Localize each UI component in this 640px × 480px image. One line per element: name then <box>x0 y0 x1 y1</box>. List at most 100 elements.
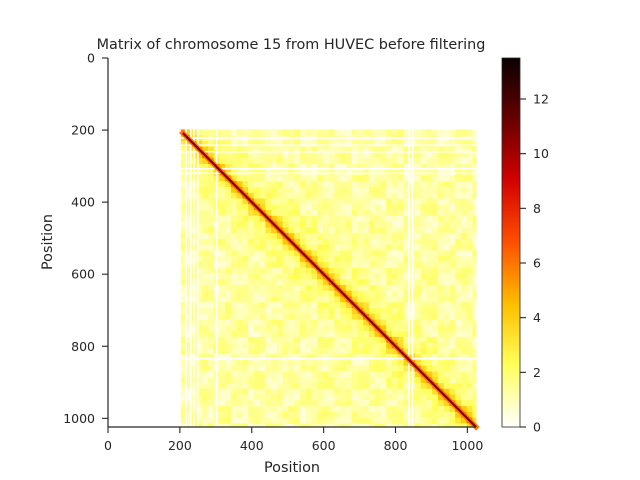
heatmap-cell <box>322 187 330 194</box>
heatmap-cell <box>455 140 462 148</box>
heatmap-cell <box>432 140 439 148</box>
heatmap-cell <box>363 152 370 159</box>
heatmap-cell <box>391 204 399 211</box>
heatmap-cell <box>322 204 330 211</box>
heatmap-cell <box>363 279 370 286</box>
heatmap-cell <box>259 394 266 401</box>
heatmap-cell <box>311 296 318 303</box>
heatmap-cell <box>328 400 335 407</box>
heatmap-cell <box>472 210 477 217</box>
heatmap-cell <box>242 411 249 419</box>
heatmap-cell <box>443 308 450 315</box>
heatmap-cell <box>265 325 272 332</box>
heatmap-cell <box>432 290 439 297</box>
heatmap-cell <box>351 365 358 372</box>
heatmap-cell <box>225 354 232 361</box>
heatmap-cell <box>357 411 364 419</box>
heatmap-cell <box>437 290 445 297</box>
heatmap-cell <box>391 377 399 384</box>
heatmap-cell <box>472 325 477 332</box>
heatmap-cell <box>299 158 307 165</box>
heatmap-cell <box>334 417 341 424</box>
heatmap-cell <box>466 296 473 303</box>
heatmap-cell <box>253 388 261 395</box>
heatmap-cell <box>253 175 261 182</box>
heatmap-cell <box>248 129 255 136</box>
heatmap-cell <box>259 302 266 309</box>
heatmap-cell <box>253 417 261 424</box>
heatmap-cell <box>259 359 266 367</box>
heatmap-cell <box>345 331 353 338</box>
heatmap-cell <box>248 359 255 367</box>
heatmap-cell <box>202 423 209 428</box>
heatmap-cell <box>432 273 439 280</box>
heatmap-cell <box>374 152 381 159</box>
heatmap-cell <box>380 210 387 217</box>
heatmap-cell <box>271 227 278 234</box>
heatmap-cell <box>414 221 422 228</box>
heatmap-cell <box>420 359 427 367</box>
heatmap-cell <box>230 423 238 428</box>
heatmap-cell <box>202 302 209 309</box>
heatmap-cell <box>340 394 347 401</box>
heatmap-cell <box>202 417 209 424</box>
heatmap-cell <box>196 210 203 217</box>
heatmap-cell <box>219 348 226 355</box>
heatmap-cell <box>455 336 462 344</box>
heatmap-cell <box>340 325 347 332</box>
heatmap-cell <box>460 233 468 240</box>
heatmap-cell <box>403 227 410 234</box>
heatmap-cell <box>328 256 335 263</box>
heatmap-cell <box>386 273 393 280</box>
heatmap-cell <box>328 342 335 349</box>
heatmap-cell <box>236 215 243 222</box>
heatmap-cell <box>271 187 278 194</box>
heatmap-cell <box>391 129 399 136</box>
heatmap-cell <box>340 331 347 338</box>
heatmap-cell <box>184 267 192 274</box>
heatmap-cell <box>305 400 312 407</box>
heatmap-cell <box>259 250 266 257</box>
heatmap-cell <box>345 129 353 136</box>
heatmap-cell <box>420 400 427 407</box>
heatmap-cell <box>426 192 433 199</box>
heatmap-cell <box>230 394 238 401</box>
heatmap-cell <box>345 187 353 194</box>
heatmap-cell <box>380 204 387 211</box>
heatmap-cell <box>374 279 381 286</box>
heatmap-cell <box>207 383 215 390</box>
heatmap-cell <box>305 233 312 240</box>
heatmap-cell <box>294 221 301 228</box>
heatmap-cell <box>276 233 284 240</box>
heatmap-cell <box>207 273 215 280</box>
heatmap-cell <box>363 377 370 384</box>
heatmap-cell <box>288 411 295 419</box>
heatmap-cell <box>265 187 272 194</box>
heatmap-cell <box>391 348 399 355</box>
heatmap-cell <box>386 348 393 355</box>
heatmap-cell <box>322 192 330 199</box>
heatmap-cell <box>294 313 301 321</box>
heatmap-cell <box>219 175 226 182</box>
heatmap-cell <box>455 198 462 205</box>
heatmap-cell <box>403 394 410 401</box>
heatmap-cell <box>460 267 468 274</box>
heatmap-cell <box>317 256 324 263</box>
heatmap-cell <box>276 273 284 280</box>
heatmap-cell <box>420 181 427 188</box>
heatmap-cell <box>443 215 450 222</box>
heatmap-cell <box>363 336 370 344</box>
heatmap-cell <box>253 215 261 222</box>
heatmap-cell <box>265 244 272 251</box>
heatmap-cell <box>374 187 381 194</box>
heatmap-cell <box>426 285 433 292</box>
heatmap-cell <box>202 296 209 303</box>
heatmap-cell <box>426 158 433 165</box>
heatmap-cell <box>368 238 376 246</box>
heatmap-cell <box>340 129 347 136</box>
heatmap-cell <box>236 406 243 413</box>
heatmap-cell <box>391 175 399 182</box>
heatmap-cell <box>311 394 318 401</box>
heatmap-cell <box>276 198 284 205</box>
heatmap-cell <box>317 371 324 378</box>
